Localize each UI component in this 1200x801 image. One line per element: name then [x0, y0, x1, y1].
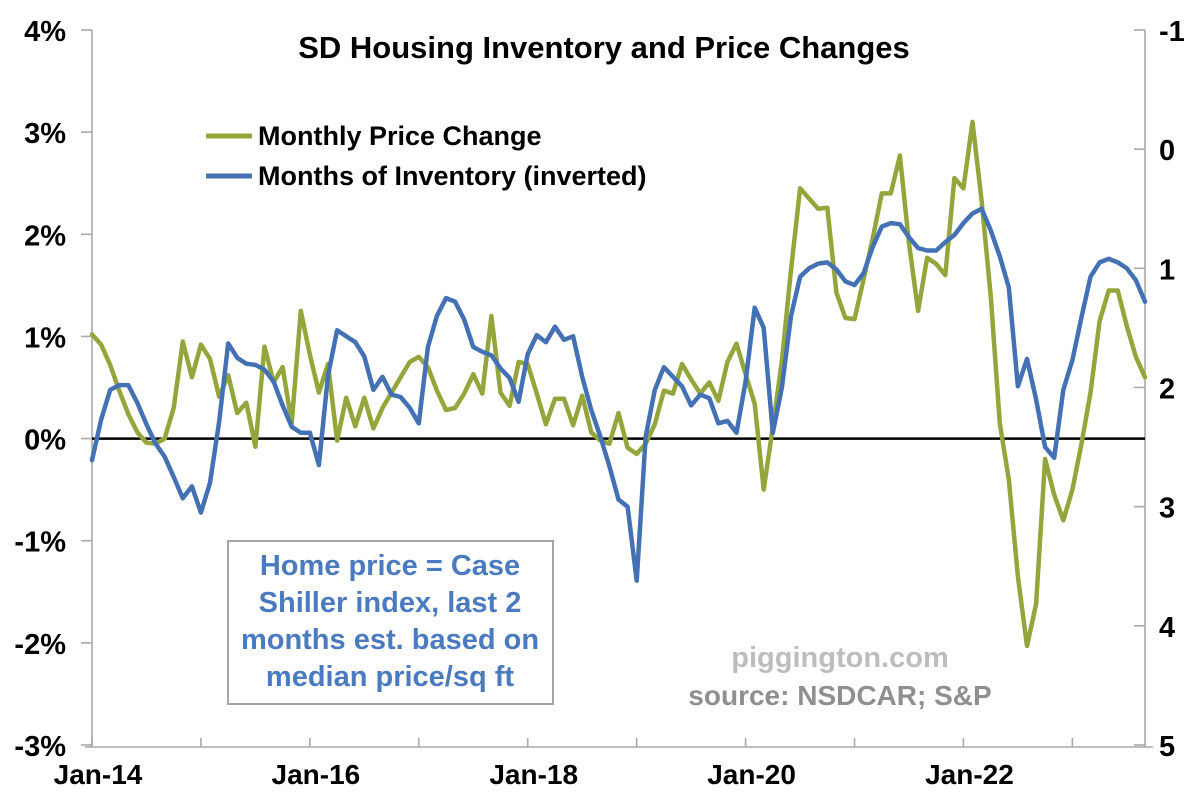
y-axis-right-tick-label: 5: [1159, 731, 1175, 763]
axes-layer: 4% 3% 2% 1% 0% -1% -2% -3% -1 0 1 2 3 4 5 Jan-14 Jan-16 J…: [14, 16, 1184, 790]
y-axis-right-tick-label: -1: [1159, 16, 1185, 48]
annotation-line-2: Shiller index, last 2: [259, 587, 522, 619]
annotation-line-3: months est. based on: [241, 624, 539, 656]
y-axis-right-tick-label: 2: [1159, 374, 1175, 406]
y-axis-left-tick-label: 2%: [24, 220, 66, 252]
annotation-line-1: Home price = Case: [260, 550, 520, 582]
y-axis-left-tick-label: 4%: [24, 16, 66, 48]
annotation-line-4: median price/sq ft: [266, 661, 515, 693]
series-line-inventory: [89, 206, 1148, 583]
x-axis-tick-label: Jan-18: [489, 759, 578, 790]
y-axis-left-tick-label: -1%: [14, 527, 66, 559]
annotation-border: [227, 540, 554, 705]
watermark-source: source: NSDCAR; S&P: [688, 680, 991, 711]
x-axis-tick-label: Jan-16: [272, 759, 361, 790]
y-axis-left-tick-label: -2%: [14, 629, 66, 661]
y-axis-left-tick-label: 3%: [24, 118, 66, 150]
annotation-box: Home price = Case Shiller index, last 2 …: [227, 540, 554, 705]
y-axis-right-tick-label: 4: [1159, 612, 1175, 644]
series-line-price: [89, 119, 1148, 649]
chart-title: SD Housing Inventory and Price Changes: [298, 30, 910, 65]
x-axis-tick-label: Jan-20: [707, 759, 796, 790]
legend-label-price: Monthly Price Change: [258, 121, 542, 151]
y-axis-right-tick-label: 0: [1159, 135, 1175, 167]
x-axis-tick-label: Jan-22: [925, 759, 1014, 790]
watermark-site: piggington.com: [731, 642, 948, 674]
legend-label-inventory: Months of Inventory (inverted): [258, 161, 647, 191]
legend: Monthly Price Change Months of Inventory…: [206, 121, 647, 191]
watermark: piggington.com source: NSDCAR; S&P: [688, 642, 991, 711]
x-axis-tick-label: Jan-14: [54, 759, 143, 790]
y-axis-left-tick-label: 0%: [24, 425, 66, 457]
series-lines: [89, 119, 1148, 649]
y-axis-left-tick-label: 1%: [24, 322, 66, 354]
y-axis-right-tick-label: 3: [1159, 493, 1175, 525]
y-axis-left-tick-label: -3%: [14, 731, 66, 763]
y-axis-right-tick-label: 1: [1159, 254, 1175, 286]
